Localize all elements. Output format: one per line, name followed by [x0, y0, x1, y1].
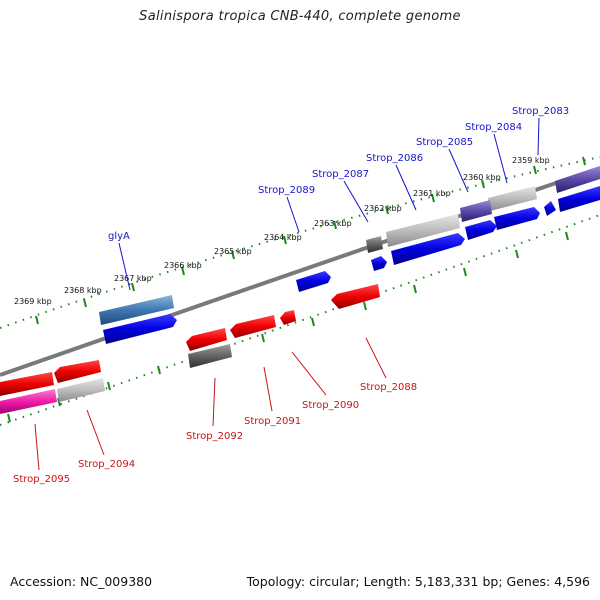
scale-label: 2359 kbp: [512, 156, 550, 165]
gene-feature[interactable]: [386, 214, 460, 247]
label-connectors-top: [118, 117, 540, 291]
gene-label[interactable]: glyA: [108, 231, 130, 242]
cds-forward[interactable]: [544, 201, 556, 216]
cds-forward[interactable]: [103, 314, 177, 344]
cds-reverse[interactable]: [54, 360, 101, 383]
gene-label[interactable]: Strop_2092: [186, 431, 243, 442]
gene-feature[interactable]: [460, 200, 492, 222]
gene-label[interactable]: Strop_2084: [465, 122, 522, 133]
scale-labels: 2359 kbp 2360 kbp 2361 kbp 2362 kbp 2363…: [14, 156, 550, 306]
gene-labels-bottom: Strop_2088 Strop_2090 Strop_2091 Strop_2…: [13, 382, 417, 485]
scale-label: 2363 kbp: [314, 219, 352, 228]
scale-label: 2366 kbp: [164, 261, 202, 270]
feature-row-forward: [103, 186, 600, 344]
scale-label: 2369 kbp: [14, 297, 52, 306]
gene-label[interactable]: Strop_2090: [302, 400, 359, 411]
gene-label[interactable]: Strop_2095: [13, 474, 70, 485]
cds-forward[interactable]: [558, 186, 600, 212]
scale-label: 2364 kbp: [264, 233, 302, 242]
feature-row-inner: [0, 344, 232, 414]
cds-forward[interactable]: [494, 207, 540, 230]
map-title: Salinispora tropica CNB-440, complete ge…: [139, 9, 461, 24]
cds-reverse[interactable]: [0, 372, 54, 396]
gene-label[interactable]: Strop_2088: [360, 382, 417, 393]
scale-ring-outer: [0, 156, 600, 329]
gene-labels-top: Strop_2083 Strop_2084 Strop_2085 Strop_2…: [108, 106, 569, 242]
gene-feature[interactable]: [0, 389, 57, 414]
scale-label: 2362 kbp: [364, 204, 402, 213]
scale-label: 2368 kbp: [64, 286, 102, 295]
gene-feature[interactable]: [555, 166, 600, 193]
scale-label: 2361 kbp: [413, 189, 451, 198]
gene-label[interactable]: Strop_2087: [312, 169, 369, 180]
cds-forward[interactable]: [296, 271, 331, 292]
accession-text: Accession: NC_009380: [10, 574, 153, 589]
cds-forward[interactable]: [465, 220, 497, 240]
gene-label[interactable]: Strop_2094: [78, 459, 135, 470]
cds-forward[interactable]: [391, 233, 465, 265]
feature-row-reverse: [0, 284, 380, 396]
gene-label[interactable]: Strop_2091: [244, 416, 301, 427]
gene-feature[interactable]: [366, 236, 383, 253]
gene-label[interactable]: Strop_2083: [512, 106, 569, 117]
gene-label[interactable]: Strop_2086: [366, 153, 423, 164]
gene-feature[interactable]: [57, 378, 105, 402]
cds-reverse[interactable]: [331, 284, 380, 309]
scale-ticks-outer: [35, 156, 586, 325]
gene-label[interactable]: Strop_2089: [258, 185, 315, 196]
scale-ticks-inner: [7, 231, 569, 423]
gene-feature[interactable]: [488, 186, 537, 211]
genome-summary-text: Topology: circular; Length: 5,183,331 bp…: [246, 574, 590, 589]
cds-reverse[interactable]: [230, 315, 276, 338]
cds-reverse[interactable]: [186, 328, 227, 351]
scale-label: 2365 kbp: [214, 247, 252, 256]
scale-label: 2367 kbp: [114, 274, 152, 283]
gene-feature[interactable]: [188, 344, 232, 368]
scale-label: 2360 kbp: [463, 173, 501, 182]
feature-row-outer: [99, 166, 600, 325]
gene-label[interactable]: Strop_2085: [416, 137, 473, 148]
cds-reverse[interactable]: [280, 310, 296, 325]
gene-feature[interactable]: [99, 295, 174, 325]
cds-forward[interactable]: [371, 256, 387, 271]
label-connectors-bottom: [34, 337, 387, 471]
